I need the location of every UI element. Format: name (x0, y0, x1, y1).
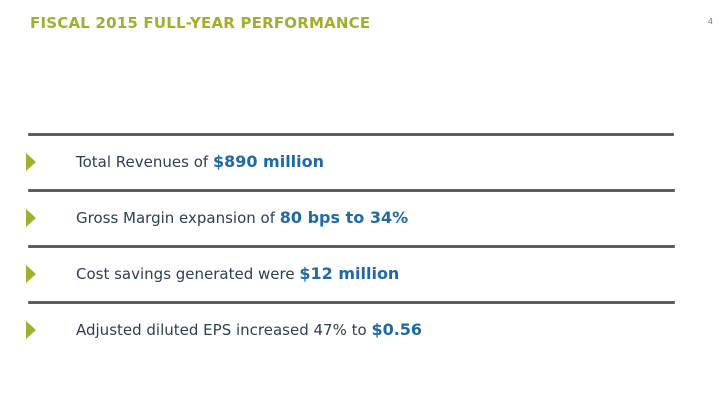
divider-rule (28, 301, 675, 304)
bullet-highlight: 80 bps to 34% (279, 208, 409, 227)
bullet-highlight: $12 million (299, 264, 400, 283)
bullet-item: Cost savings generated were $12 million (26, 260, 686, 290)
triangle-right-icon (26, 265, 36, 283)
bullet-label: Total Revenues of (76, 153, 213, 171)
bullet-text: Cost savings generated were $12 million (76, 264, 399, 283)
divider-rule (28, 189, 675, 192)
bullet-item: Total Revenues of $890 million (26, 148, 686, 178)
bullet-item: Gross Margin expansion of 80 bps to 34% (26, 204, 686, 234)
triangle-right-icon (26, 153, 36, 171)
bullet-item: Adjusted diluted EPS increased 47% to $0… (26, 316, 686, 346)
slide-title: FISCAL 2015 FULL-YEAR PERFORMANCE (30, 14, 371, 32)
divider-rule (28, 133, 674, 136)
triangle-right-icon (26, 321, 36, 339)
bullet-text: Total Revenues of $890 million (76, 152, 324, 171)
page-number: 4 (707, 17, 713, 26)
triangle-right-icon (26, 209, 36, 227)
bullet-label: Adjusted diluted EPS increased 47% to (76, 321, 372, 339)
bullet-text: Adjusted diluted EPS increased 47% to $0… (76, 320, 422, 339)
bullet-label: Cost savings generated were (76, 265, 300, 283)
bullet-text: Gross Margin expansion of 80 bps to 34% (76, 208, 408, 227)
bullet-highlight: $0.56 (371, 320, 423, 339)
divider-rule (28, 245, 675, 248)
bullet-highlight: $890 million (212, 152, 325, 171)
bullet-label: Gross Margin expansion of (76, 209, 280, 227)
